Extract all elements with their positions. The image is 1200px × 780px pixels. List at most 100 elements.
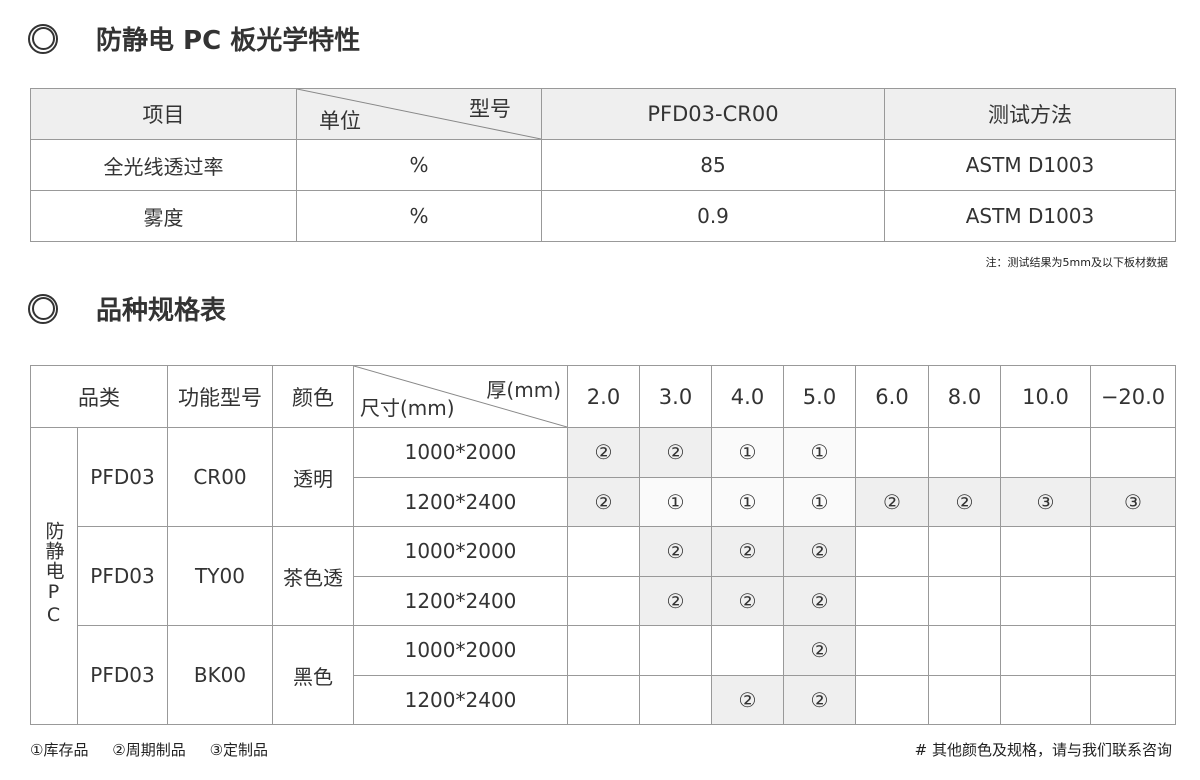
table-row: 雾度 % 0.9 ASTM D1003 [30, 190, 1176, 242]
cell-availability [1090, 674, 1176, 725]
cell-availability [639, 625, 712, 676]
cell-availability: ② [567, 476, 640, 527]
cell-size: 1200*2400 [353, 575, 568, 626]
cell-availability [567, 526, 640, 577]
header-model-name: PFD03-CR00 [541, 88, 885, 140]
header-thickness-size: 厚(mm) 尺寸(mm) [353, 365, 568, 428]
cell-size: 1000*2000 [353, 526, 568, 577]
cell-size: 1000*2000 [353, 625, 568, 676]
cell-availability [855, 427, 929, 478]
cell-availability [567, 575, 640, 626]
cell-availability: ① [711, 427, 784, 478]
cell-availability [928, 625, 1001, 676]
cell-availability [855, 526, 929, 577]
cell-availability: ② [783, 625, 856, 676]
cell-size: 1200*2400 [353, 476, 568, 527]
cell-availability [1090, 625, 1176, 676]
header-model: 功能型号 [167, 365, 273, 428]
header-thickness-value: 8.0 [928, 365, 1001, 428]
cell-availability [928, 526, 1001, 577]
cell-value: 85 [541, 139, 885, 191]
section-title-text: 品种规格表 [96, 296, 227, 326]
cell-item: 雾度 [30, 190, 297, 242]
cell-availability [567, 674, 640, 725]
cell-color: 透明 [272, 427, 354, 527]
cell-availability [1000, 674, 1091, 725]
header-size: 尺寸(mm) [360, 396, 455, 420]
header-thickness-value: 10.0 [1000, 365, 1091, 428]
header-thickness-value: 3.0 [639, 365, 712, 428]
cell-availability [1090, 526, 1176, 577]
cell-color: 茶色透 [272, 526, 354, 626]
table-row: 全光线透过率 % 85 ASTM D1003 [30, 139, 1176, 191]
table-row: 1200*2400 ② ① ① ① ② ② ③ ③ [31, 476, 1176, 527]
cell-model: TY00 [167, 526, 273, 626]
cell-availability [1090, 427, 1176, 478]
test-note: 注：测试结果为5mm及以下板材数据 [985, 256, 1168, 269]
table-row: PFD03 BK00 黑色 1000*2000 ② [31, 625, 1176, 725]
cell-model: CR00 [167, 427, 273, 527]
optical-table: 项目 型号 单位 PFD03-CR00 测试方法 全光线透过率 % 85 AST… [30, 88, 1176, 242]
header-category: 品类 [30, 365, 168, 428]
cell-availability [639, 674, 712, 725]
cell-unit: % [296, 139, 542, 191]
cell-series: PFD03 [77, 625, 168, 725]
header-thickness-value: −20.0 [1090, 365, 1176, 428]
legend-periodic: ②周期制品 [112, 741, 186, 759]
header-unit-label: 单位 [319, 109, 361, 133]
group-label-text: 防静电PC [42, 520, 65, 627]
circle-bullet-icon [28, 293, 58, 324]
cell-availability: ① [783, 427, 856, 478]
cell-availability [1000, 427, 1091, 478]
table-row: 防静电PC PFD03 CR00 透明 1000*2000 ② ② ① ① [30, 427, 1176, 725]
cell-availability: ② [783, 526, 856, 577]
legend-stock: ①库存品 [30, 741, 89, 759]
cell-availability [928, 575, 1001, 626]
header-model-label: 型号 [469, 97, 511, 121]
cell-availability: ② [567, 427, 640, 478]
cell-item: 全光线透过率 [30, 139, 297, 191]
cell-availability: ② [783, 674, 856, 725]
header-method: 测试方法 [884, 88, 1176, 140]
header-row: 品类 功能型号 颜色 厚(mm) 尺寸(mm) 2.0 3.0 4.0 5.0 6.0 8.0 10.… [30, 365, 1176, 428]
circle-bullet-icon [28, 23, 58, 54]
header-color: 颜色 [272, 365, 354, 428]
header-unit-model: 型号 单位 [296, 88, 542, 140]
cell-availability [928, 427, 1001, 478]
cell-value: 0.9 [541, 190, 885, 242]
section-title-spec: 品种规格表 [28, 290, 226, 327]
cell-availability [928, 674, 1001, 725]
cell-availability: ② [639, 427, 712, 478]
spec-table: 品类 功能型号 颜色 厚(mm) 尺寸(mm) 2.0 3.0 4.0 5.0 6.0 8.0 10.… [30, 365, 1176, 725]
header-thickness-value: 5.0 [783, 365, 856, 428]
cell-availability: ② [711, 526, 784, 577]
cell-availability [711, 625, 784, 676]
cell-method: ASTM D1003 [884, 139, 1176, 191]
cell-availability: ② [928, 476, 1001, 527]
cell-availability: ① [639, 476, 712, 527]
cell-unit: % [296, 190, 542, 242]
header-thickness-value: 4.0 [711, 365, 784, 428]
cell-size: 1000*2000 [353, 427, 568, 478]
header-thickness-value: 6.0 [855, 365, 929, 428]
cell-series: PFD03 [77, 427, 168, 527]
cell-availability: ② [639, 526, 712, 577]
cell-availability: ② [783, 575, 856, 626]
cell-availability [1090, 575, 1176, 626]
cell-availability [567, 625, 640, 676]
cell-availability [1000, 625, 1091, 676]
header-thickness-value: 2.0 [567, 365, 640, 428]
cell-availability: ③ [1090, 476, 1176, 527]
header-item: 项目 [30, 88, 297, 140]
cell-model: BK00 [167, 625, 273, 725]
legend: ①库存品 ②周期制品 ③定制品 [30, 739, 268, 760]
cell-availability: ① [783, 476, 856, 527]
cell-size: 1200*2400 [353, 674, 568, 725]
cell-series: PFD03 [77, 526, 168, 626]
cell-availability [855, 625, 929, 676]
cell-availability [855, 575, 929, 626]
group-label: 防静电PC [30, 427, 78, 725]
legend-custom: ③定制品 [209, 741, 269, 759]
section-title-optical: 防静电 PC 板光学特性 [28, 20, 360, 57]
cell-availability: ② [711, 674, 784, 725]
